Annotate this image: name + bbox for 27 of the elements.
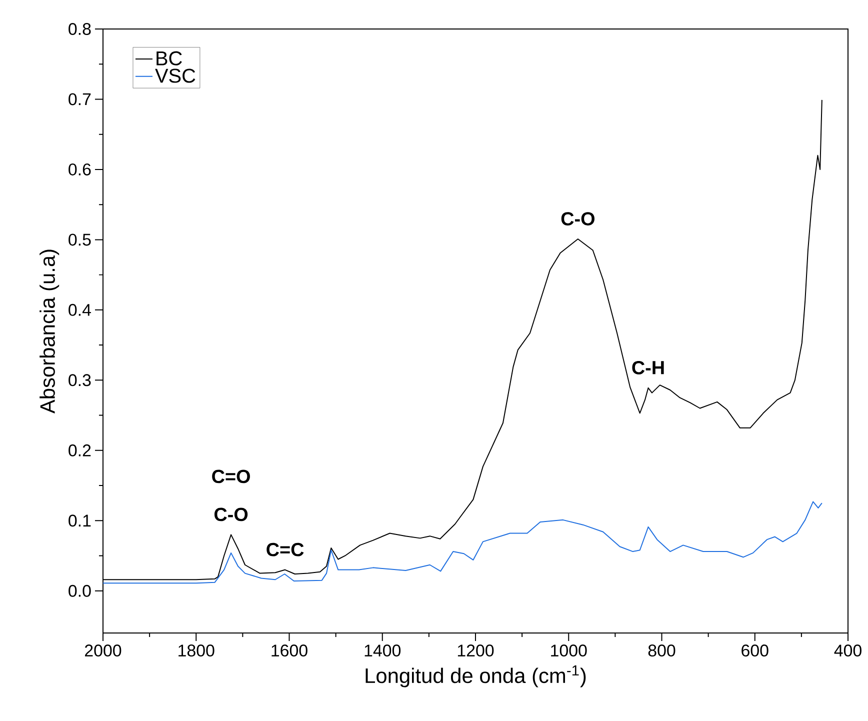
y-tick-label: 0.2 bbox=[68, 444, 91, 456]
y-tick-label: 0.6 bbox=[68, 163, 91, 176]
x-tick-label: 1600 bbox=[272, 644, 308, 657]
annotation: C=C bbox=[266, 542, 304, 556]
y-tick-label: 0.5 bbox=[68, 234, 91, 246]
x-tick-label: 600 bbox=[742, 644, 768, 657]
x-axis-title: Longitud de onda (cm$^{-1}$) bbox=[366, 665, 586, 688]
annotation: C-O bbox=[214, 508, 248, 522]
legend-label: VSC bbox=[155, 68, 196, 83]
y-tick-label: 0.0 bbox=[68, 584, 91, 597]
y-tick-label: 0.7 bbox=[68, 93, 91, 106]
annotation: C-H bbox=[632, 360, 664, 374]
x-tick-label: 1200 bbox=[458, 644, 494, 657]
y-tick-label: 0.1 bbox=[68, 514, 91, 527]
x-tick-label: 400 bbox=[834, 644, 862, 657]
x-tick-label: 800 bbox=[648, 644, 676, 657]
y-tick-label: 0.4 bbox=[68, 304, 91, 316]
y-tick-label: 0.8 bbox=[68, 22, 91, 35]
x-tick-label: 1800 bbox=[178, 644, 214, 657]
x-tick-label: 2000 bbox=[85, 644, 122, 657]
legend-label: BC bbox=[156, 51, 182, 66]
x-tick-label: 1400 bbox=[364, 644, 401, 657]
x-tick-label: 1000 bbox=[551, 644, 587, 657]
y-axis-title: Absorbancia (u.a) bbox=[40, 250, 60, 414]
y-tick-label: 0.3 bbox=[68, 374, 91, 386]
annotation: C-O bbox=[561, 212, 594, 226]
annotation: C=O bbox=[212, 470, 250, 484]
